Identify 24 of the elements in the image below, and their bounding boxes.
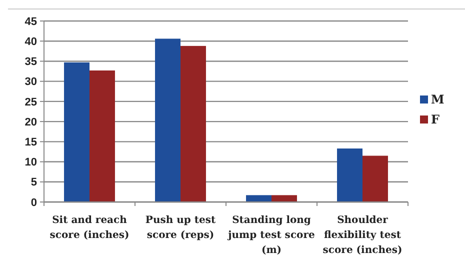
bar xyxy=(337,148,362,202)
bar xyxy=(180,46,206,202)
bar xyxy=(272,195,297,202)
y-tick-label: 10 xyxy=(24,156,37,169)
bar xyxy=(64,62,90,202)
x-tick-label: Push up test score (reps) xyxy=(145,215,216,241)
y-tick-label: 20 xyxy=(24,116,37,128)
bar xyxy=(155,38,180,202)
bar xyxy=(246,195,272,202)
y-tick-label: 45 xyxy=(24,16,37,28)
bar xyxy=(90,70,115,202)
y-tick-label: 15 xyxy=(24,136,37,149)
y-tick-label: 35 xyxy=(24,56,37,68)
legend-label: F xyxy=(431,112,440,127)
y-tick-label: 25 xyxy=(24,96,37,108)
legend-label: M xyxy=(431,92,444,107)
y-tick-label: 40 xyxy=(24,36,37,48)
y-tick-label: 30 xyxy=(24,76,37,88)
y-tick-label: 5 xyxy=(30,176,37,189)
y-tick-label: 0 xyxy=(30,196,37,209)
x-tick-label: Standing long jump test score (m) xyxy=(227,215,315,256)
x-tick-label: Shoulder flexibility test score (inches) xyxy=(322,215,402,256)
bar xyxy=(362,156,388,202)
x-tick-label: Sit and reach score (inches) xyxy=(50,215,130,241)
